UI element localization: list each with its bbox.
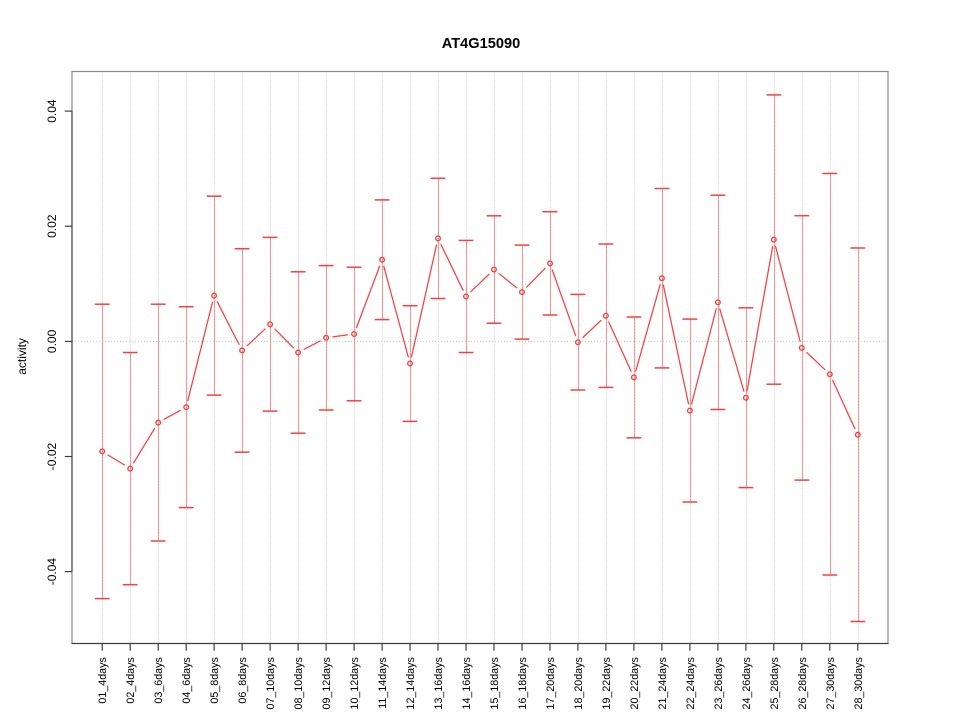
svg-text:05_8days: 05_8days (209, 657, 221, 703)
svg-text:0.02: 0.02 (45, 214, 59, 238)
svg-text:01_4days: 01_4days (97, 657, 109, 703)
svg-text:10_12days: 10_12days (349, 657, 361, 709)
svg-text:26_28days: 26_28days (797, 657, 809, 709)
svg-text:02_4days: 02_4days (125, 657, 137, 703)
svg-text:07_10days: 07_10days (265, 657, 277, 709)
svg-text:23_26days: 23_26days (713, 657, 725, 709)
svg-text:16_18days: 16_18days (517, 657, 529, 709)
svg-text:04_6days: 04_6days (181, 657, 193, 703)
svg-text:19_22days: 19_22days (601, 657, 613, 709)
svg-text:22_24days: 22_24days (685, 657, 697, 709)
svg-text:12_14days: 12_14days (405, 657, 417, 709)
svg-text:15_18days: 15_18days (489, 657, 501, 709)
svg-text:11_14days: 11_14days (377, 657, 389, 709)
svg-text:25_28days: 25_28days (769, 657, 781, 709)
svg-text:06_8days: 06_8days (237, 657, 249, 703)
svg-text:21_24days: 21_24days (657, 657, 669, 709)
svg-text:0.04: 0.04 (45, 99, 59, 123)
svg-text:activity: activity (15, 338, 29, 375)
svg-text:13_16days: 13_16days (433, 657, 445, 709)
svg-text:14_16days: 14_16days (461, 657, 473, 709)
svg-text:24_26days: 24_26days (741, 657, 753, 709)
svg-text:20_22days: 20_22days (629, 657, 641, 709)
svg-text:17_20days: 17_20days (545, 657, 557, 709)
svg-text:09_12days: 09_12days (321, 657, 333, 709)
svg-text:18_20days: 18_20days (573, 657, 585, 709)
svg-text:0.00: 0.00 (45, 329, 59, 353)
svg-text:03_6days: 03_6days (153, 657, 165, 703)
svg-text:27_30days: 27_30days (825, 657, 837, 709)
svg-text:AT4G15090: AT4G15090 (442, 36, 520, 52)
svg-text:08_10days: 08_10days (293, 657, 305, 709)
svg-text:-0.04: -0.04 (45, 558, 59, 586)
svg-text:-0.02: -0.02 (45, 443, 59, 471)
svg-text:28_30days: 28_30days (853, 657, 865, 709)
